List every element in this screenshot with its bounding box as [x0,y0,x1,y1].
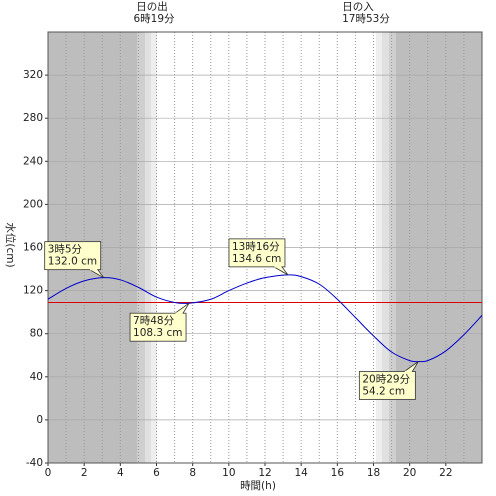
x-tick-label: 18 [367,467,380,479]
callout-text: 13時16分 [232,241,280,253]
callout-text: 3時5分 [48,244,83,256]
callout-text: 134.6 cm [232,253,281,265]
sunrise-label: 日の出 [136,0,168,13]
x-tick-label: 12 [258,467,271,479]
callout-box [129,312,187,342]
callout-box [44,241,102,271]
y-tick-label: 160 [23,242,43,254]
y-tick-label: 280 [23,112,43,124]
sunset-time: 17時53分 [342,13,390,25]
callout-text: 108.3 cm [133,327,182,339]
y-tick-label: 320 [23,69,43,81]
x-tick-label: 8 [189,467,196,479]
x-tick-label: 22 [439,467,452,479]
x-tick-label: 2 [81,467,88,479]
x-tick-label: 14 [294,467,308,479]
callout-box [228,238,286,268]
y-tick-label: 240 [23,155,43,167]
y-tick-label: 0 [36,414,43,426]
y-tick-label: 80 [30,328,43,340]
callout-text: 7時48分 [133,315,175,327]
x-tick-label: 16 [331,467,345,479]
x-tick-label: 20 [403,467,416,479]
y-axis-label: 水位(cm) [4,222,17,267]
sunrise-time: 6時19分 [133,13,175,25]
callout-text: 20時29分 [362,373,410,385]
callout-text: 54.2 cm [362,385,405,397]
y-tick-label: -40 [26,457,43,469]
x-tick-label: 10 [222,467,235,479]
x-axis-label: 時間(h) [240,480,276,492]
y-tick-label: 40 [30,371,43,383]
sunset-label: 日の入 [342,1,374,13]
y-tick-label: 120 [23,285,43,297]
x-tick-label: 6 [153,467,160,479]
x-tick-label: 0 [45,467,52,479]
y-tick-label: 200 [23,198,43,210]
callout-text: 132.0 cm [48,256,97,268]
callout-box [358,371,416,400]
x-tick-label: 4 [117,467,124,479]
